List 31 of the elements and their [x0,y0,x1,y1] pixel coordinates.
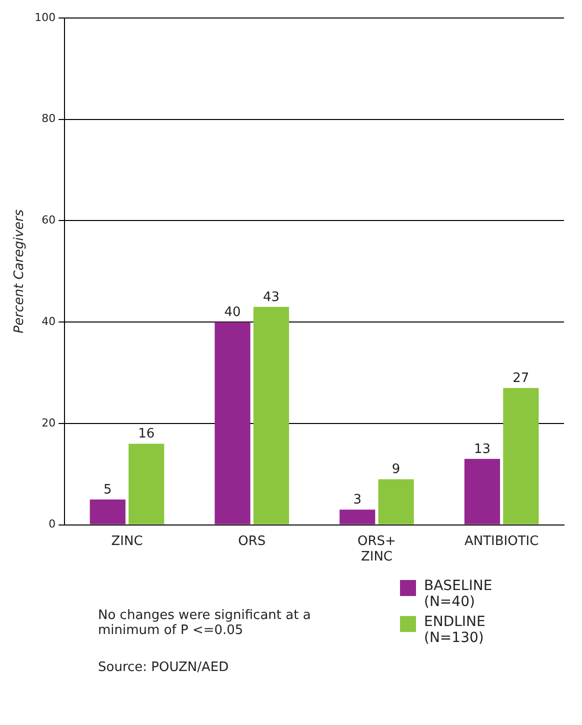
data-label: 3 [353,492,362,508]
legend-label: ENDLINE (N=130) [424,614,486,646]
data-label: 13 [474,442,490,457]
bar [378,479,414,524]
bar [253,306,290,524]
data-label: 27 [512,370,530,386]
y-tick-label: 20 [42,416,56,430]
data-label: 43 [262,290,280,305]
y-tick-label: 80 [42,112,56,126]
y-axis-title: Percent Caregivers [12,209,28,334]
bar [214,322,250,524]
bar [90,499,126,524]
text: No changes were significant at a minimum of P <=0.05 [98,608,312,638]
bar [128,444,164,524]
x-tick-label: ANTIBIOTIC [464,534,539,549]
data-label: 16 [138,426,155,442]
bar [340,510,376,524]
y-tick-label: 40 [42,314,56,328]
bar [464,458,500,524]
y-tick-label: 0 [48,518,56,531]
x-tick-label: ORS [238,534,266,549]
x-tick-label: ZINC [111,534,143,549]
legend-label: BASELINE (N=40) [424,578,494,610]
data-label: 9 [392,462,400,478]
x-tick-label: ORS+ ZINC [358,534,396,565]
data-label: 40 [224,304,241,320]
y-tick-label: 100 [34,10,56,24]
y-tick-label: 60 [42,214,56,227]
bar [503,388,539,524]
source-note: Source: POUZN/AED [98,660,230,675]
data-label: 5 [104,482,112,498]
